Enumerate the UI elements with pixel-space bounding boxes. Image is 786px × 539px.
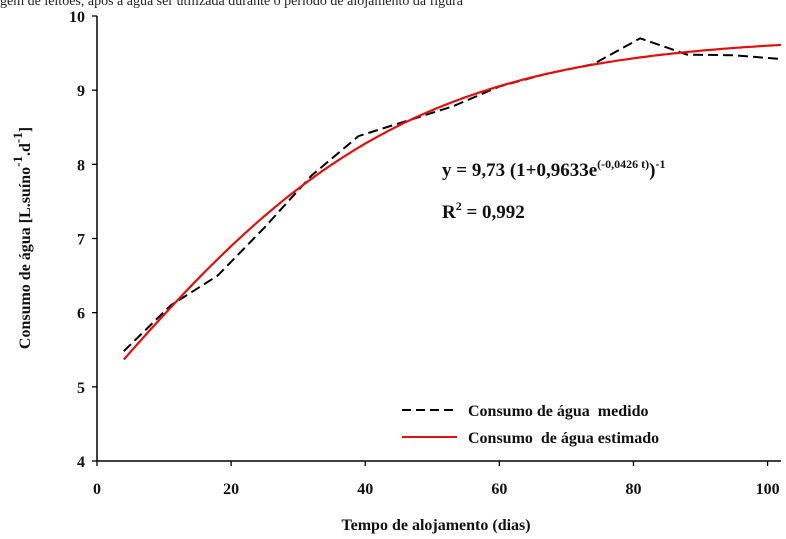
x-tick-label: 0 bbox=[93, 481, 101, 498]
ylabel-sup1: -1 bbox=[10, 156, 25, 167]
y-tick-label: 10 bbox=[69, 9, 85, 26]
equation: y = 9,73 (1+0,9633e(-0,0426 t))-1 bbox=[442, 157, 665, 181]
r-squared: R2 = 0,992 bbox=[442, 199, 525, 223]
caption-fragment: gem de leitões, após a água ser utilizad… bbox=[0, 0, 786, 8]
y-tick-label: 5 bbox=[77, 380, 85, 397]
y-tick-label: 7 bbox=[77, 232, 85, 249]
x-tick-label: 20 bbox=[223, 481, 239, 498]
ylabel-main: Consumo de água [L.suíno bbox=[17, 167, 34, 349]
y-axis-title: Consumo de água [L.suíno-1.d-1] bbox=[10, 127, 34, 349]
x-tick-label: 100 bbox=[756, 481, 780, 498]
equation-close: ) bbox=[649, 160, 655, 181]
y-tick-label: 6 bbox=[77, 306, 85, 323]
ylabel-mid: .d bbox=[17, 143, 34, 156]
axis-ticks: 0 20 40 60 80 100 4 5 6 7 8 9 10 bbox=[69, 9, 780, 498]
y-tick-label: 9 bbox=[77, 83, 85, 100]
r2-sup: 2 bbox=[456, 199, 462, 213]
ylabel-sup2: -1 bbox=[10, 132, 25, 143]
y-tick-label: 8 bbox=[77, 157, 85, 174]
equation-prefix: y = 9,73 (1+0,9633e bbox=[442, 160, 597, 181]
x-axis-title: Tempo de alojamento (dias) bbox=[341, 517, 530, 534]
legend: Consumo de água medido Consumo de água e… bbox=[402, 403, 659, 447]
series-estimated-line bbox=[122, 43, 782, 361]
y-tick-label: 4 bbox=[77, 454, 85, 471]
series-layer bbox=[122, 37, 782, 361]
x-tick-label: 40 bbox=[357, 481, 373, 498]
equation-exponent: (-0,0426 t) bbox=[597, 157, 649, 171]
series-measured-line bbox=[123, 37, 782, 352]
r2-label: R bbox=[442, 202, 456, 223]
equation-outer-exp: -1 bbox=[655, 157, 665, 171]
axes bbox=[96, 16, 781, 462]
caption-text: gem de leitões, após a água ser utilizad… bbox=[0, 0, 463, 8]
x-tick-label: 60 bbox=[491, 481, 507, 498]
r2-value: = 0,992 bbox=[462, 202, 525, 223]
legend-label-measured: Consumo de água medido bbox=[468, 403, 648, 420]
ylabel-end: ] bbox=[17, 127, 34, 132]
legend-label-estimated: Consumo de água estimado bbox=[468, 430, 659, 447]
x-tick-label: 80 bbox=[625, 481, 641, 498]
